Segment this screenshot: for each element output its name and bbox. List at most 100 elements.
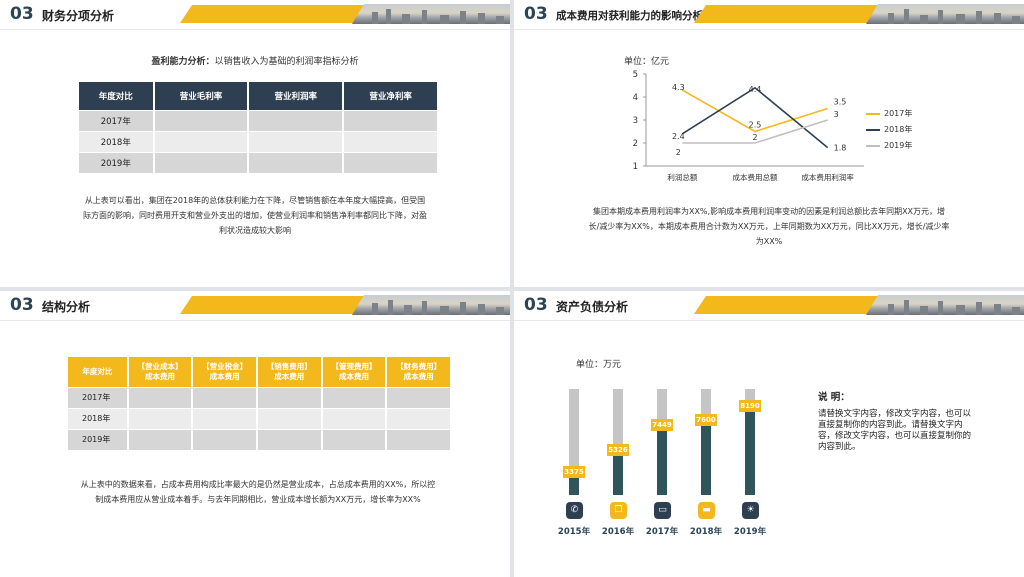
header-line: 年度对比 [82, 366, 113, 376]
analysis-paragraph: 集团本期成本费用利润率为XX%,影响成本费用利润率变动的因素是利润总额比去年同期… [588, 207, 950, 246]
bar-fill [701, 419, 711, 495]
cost-structure-table: 年度对比 【营业成本】 成本费用 【营业税金】 成本费用 【销售费用】 成本费用 【管… [68, 357, 452, 450]
table-header-cell: 【财务费用】 成本费用 [386, 357, 452, 387]
line-chart: 单位：亿元 1 2 3 4 5 利润总额 成本费用总额 成本费用利润率 4.3 2.5 3.5 2.4 4… [624, 55, 864, 182]
bar-fill [745, 405, 755, 495]
y-tick-label: 5 [633, 70, 638, 80]
table-header-cell: 【销售费用】 成本费用 [256, 357, 323, 387]
header-line: 【营业成本】 [137, 361, 183, 371]
table-row: 2018年 [79, 130, 439, 152]
legend-label: 2018年 [884, 125, 913, 134]
header-line: 【营业税金】 [202, 361, 248, 371]
legend-label: 2017年 [884, 109, 913, 118]
data-label: 1.8 [834, 144, 847, 153]
chart-legend: 2017年 2018年 2019年 [866, 106, 912, 154]
table-row: 2019年 [79, 151, 439, 173]
x-tick-label: 成本费用利润率 [801, 172, 854, 182]
slide-title: 财务分项分析 [42, 9, 115, 23]
bar-fill [569, 471, 579, 495]
year-label: 2015年 [557, 527, 591, 537]
table-header-cell: 【营业成本】 成本费用 [127, 357, 194, 387]
year-cell: 2017年 [68, 386, 129, 408]
data-label: 3 [834, 110, 839, 119]
header-line: 成本费用 [209, 371, 240, 381]
header-divider [0, 320, 510, 321]
slide-balance-sheet[interactable]: 03 资产负债分析 单位：万元 3375 ✆ 2015年 5326 ❐ 2016年 7449… [514, 291, 1024, 577]
phone-icon: ✆ [566, 502, 583, 519]
bar-track [657, 389, 667, 495]
subtitle-text: 以销售收入为基础的利润率指标分析 [214, 57, 359, 67]
data-label: 2.5 [749, 121, 762, 130]
table-header-cell: 营业毛利率 [153, 82, 250, 110]
laptop-icon: ▬ [698, 502, 715, 519]
note-title: 说 明： [818, 392, 850, 403]
bar-value-label: 3375 [563, 465, 585, 478]
slide-title: 资产负债分析 [556, 300, 629, 314]
bar-fill [613, 450, 623, 495]
bar-track [569, 389, 579, 495]
table-header-cell: 年度对比 [79, 82, 155, 110]
slide-title: 结构分析 [42, 300, 91, 314]
bar-value-label: 8190 [739, 399, 761, 412]
legend-swatch [866, 112, 880, 115]
header-line: 【财务费用】 [396, 361, 442, 371]
header-divider [514, 320, 1024, 321]
section-number: 03 [10, 4, 34, 24]
legend-item: 2019年 [866, 138, 912, 154]
slide-header: 03 资产负债分析 [514, 291, 1024, 321]
year-cell: 2019年 [68, 428, 129, 450]
y-tick-label: 1 [633, 162, 638, 172]
y-tick-label: 2 [633, 139, 638, 149]
slide-structure-analysis[interactable]: 03 结构分析 年度对比 【营业成本】 成本费用 【营业税金】 成本费用 【销售费用… [0, 291, 510, 577]
unit-label: 单位：万元 [576, 360, 622, 370]
profitability-table: 年度对比 营业毛利率 营业利润率 营业净利率 2017年 2018年 2019年 [79, 82, 439, 173]
year-label: 2016年 [601, 527, 635, 537]
table-header-cell: 营业净利率 [343, 82, 439, 110]
table-row: 2019年 [68, 428, 452, 450]
bar-track [613, 389, 623, 495]
data-label: 3.5 [834, 98, 847, 107]
bar-track [745, 389, 755, 495]
y-tick-label: 4 [633, 93, 638, 103]
data-label: 4.4 [749, 85, 762, 94]
year-label: 2019年 [733, 527, 767, 537]
legend-item: 2017年 [866, 106, 912, 122]
table-header-cell: 【管理费用】 成本费用 [321, 357, 388, 387]
note-body: 请替换文字内容，修改文字内容，也可以直接复制你的内容到此。请替换文字内容，修改文… [818, 409, 972, 452]
header-accent-bar [694, 5, 884, 23]
header-line: 成本费用 [144, 371, 175, 381]
header-accent-bar [180, 296, 370, 314]
table-header-cell: 营业利润率 [248, 82, 345, 110]
city-skyline-image [352, 4, 510, 24]
slide-financial-analysis[interactable]: 03 财务分项分析 盈利能力分析：以销售收入为基础的利润率指标分析 年度对比 营… [0, 0, 510, 287]
section-number: 03 [524, 295, 548, 315]
analysis-paragraph: 从上表中的数据来看，占成本费用构成比率最大的是仍然是营业成本，占总成本费用的XX… [80, 480, 436, 504]
y-tick-label: 3 [633, 116, 638, 126]
header-line: 成本费用 [274, 371, 305, 381]
header-accent-bar [694, 296, 884, 314]
legend-swatch [866, 144, 880, 147]
section-number: 03 [10, 295, 34, 315]
year-cell: 2019年 [79, 151, 155, 173]
slide-header: 03 财务分项分析 [0, 0, 510, 30]
header-line: 【管理费用】 [331, 361, 377, 371]
table-subtitle: 盈利能力分析：以销售收入为基础的利润率指标分析 [0, 54, 510, 67]
bar-value-label: 5326 [607, 444, 629, 457]
header-divider [514, 29, 1024, 30]
bar-track [701, 389, 711, 495]
chart-unit-label: 单位：亿元 [624, 55, 669, 67]
legend-label: 2019年 [884, 141, 913, 150]
table-row: 2017年 [79, 109, 439, 131]
header-line: 成本费用 [338, 371, 369, 381]
slide-header: 03 结构分析 [0, 291, 510, 321]
slide-header: 03 成本费用对获利能力的影响分析 [514, 0, 1024, 30]
bar-value-label: 7449 [651, 419, 673, 432]
legend-swatch [866, 128, 880, 131]
table-header-cell: 年度对比 [68, 357, 129, 387]
series-line-2019年 [682, 119, 828, 144]
copy-icon: ❐ [610, 502, 627, 519]
header-divider [0, 29, 510, 30]
table-header-cell: 【营业税金】 成本费用 [192, 357, 258, 387]
slide-cost-impact[interactable]: 03 成本费用对获利能力的影响分析 单位：亿元 1 2 3 4 5 利润总额 成本费用总额 成本… [514, 0, 1024, 287]
